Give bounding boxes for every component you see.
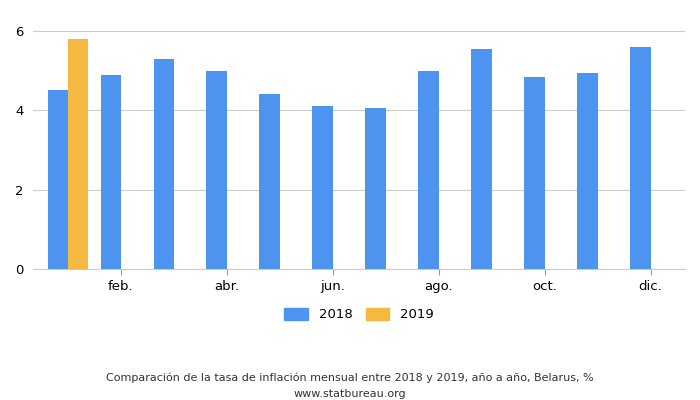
- Bar: [260, 94, 279, 269]
- Bar: [206, 70, 227, 269]
- Bar: [472, 49, 491, 269]
- Bar: [365, 108, 386, 269]
- Bar: [153, 59, 174, 269]
- Legend: 2018, 2019: 2018, 2019: [284, 308, 434, 322]
- Bar: [312, 106, 332, 269]
- Bar: [578, 72, 598, 269]
- Bar: [524, 76, 545, 269]
- Bar: [68, 39, 88, 269]
- Bar: [48, 90, 68, 269]
- Bar: [631, 47, 650, 269]
- Bar: [419, 70, 439, 269]
- Bar: [101, 74, 120, 269]
- Text: Comparación de la tasa de inflación mensual entre 2018 y 2019, año a año, Belaru: Comparación de la tasa de inflación mens…: [106, 373, 594, 383]
- Text: www.statbureau.org: www.statbureau.org: [294, 389, 406, 399]
